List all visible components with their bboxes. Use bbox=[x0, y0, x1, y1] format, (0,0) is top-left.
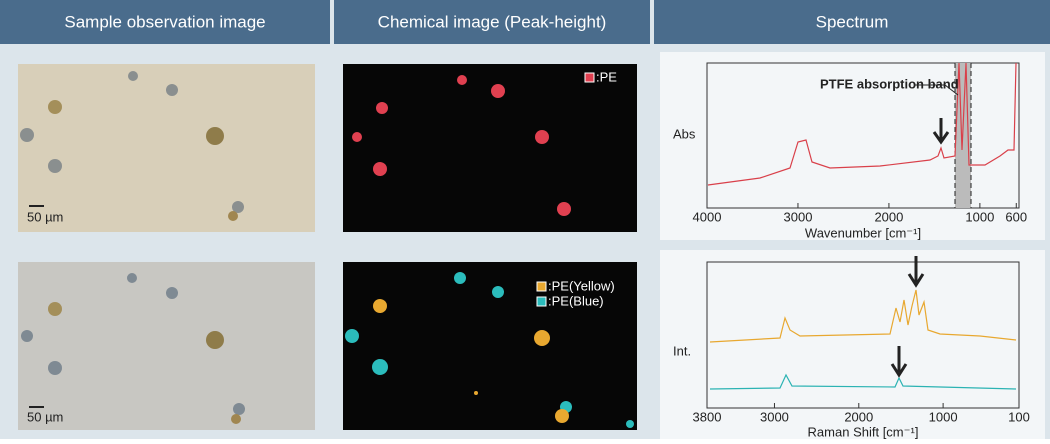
x-tick-label: 100 bbox=[1008, 409, 1030, 424]
figure: Sample observation image Chemical image … bbox=[0, 0, 1050, 439]
x-tick-label: 4000 bbox=[693, 209, 722, 224]
x-tick-label: 2000 bbox=[844, 409, 873, 424]
y-label: Abs bbox=[673, 126, 696, 141]
scale-label: 50 µm bbox=[27, 209, 63, 224]
x-tick-label: 3000 bbox=[784, 209, 813, 224]
x-tick-label: 600 bbox=[1005, 209, 1027, 224]
y-label: Int. bbox=[673, 343, 691, 358]
x-label: Wavenumber [cm⁻¹] bbox=[805, 225, 921, 240]
legend-swatch bbox=[585, 73, 594, 82]
x-label: Raman Shift [cm⁻¹] bbox=[808, 424, 919, 439]
header: Sample observation image bbox=[64, 12, 265, 31]
annotation: PTFE absorption band bbox=[820, 76, 959, 91]
x-tick-label: 1000 bbox=[965, 209, 994, 224]
legend-label: :PE(Blue) bbox=[548, 293, 604, 308]
legend-swatch bbox=[537, 282, 546, 291]
photo bbox=[18, 262, 315, 430]
x-tick-label: 1000 bbox=[929, 409, 958, 424]
x-tick-label: 3800 bbox=[693, 409, 722, 424]
scale-label: 50 µm bbox=[27, 409, 63, 424]
legend-label: :PE(Yellow) bbox=[548, 278, 615, 293]
x-tick-label: 2000 bbox=[874, 209, 903, 224]
legend-swatch bbox=[537, 297, 546, 306]
legend-label: :PE bbox=[596, 69, 617, 84]
x-tick-label: 3000 bbox=[760, 409, 789, 424]
chemical-image bbox=[343, 64, 637, 232]
header: Chemical image (Peak-height) bbox=[378, 12, 607, 31]
header: Spectrum bbox=[816, 12, 889, 31]
